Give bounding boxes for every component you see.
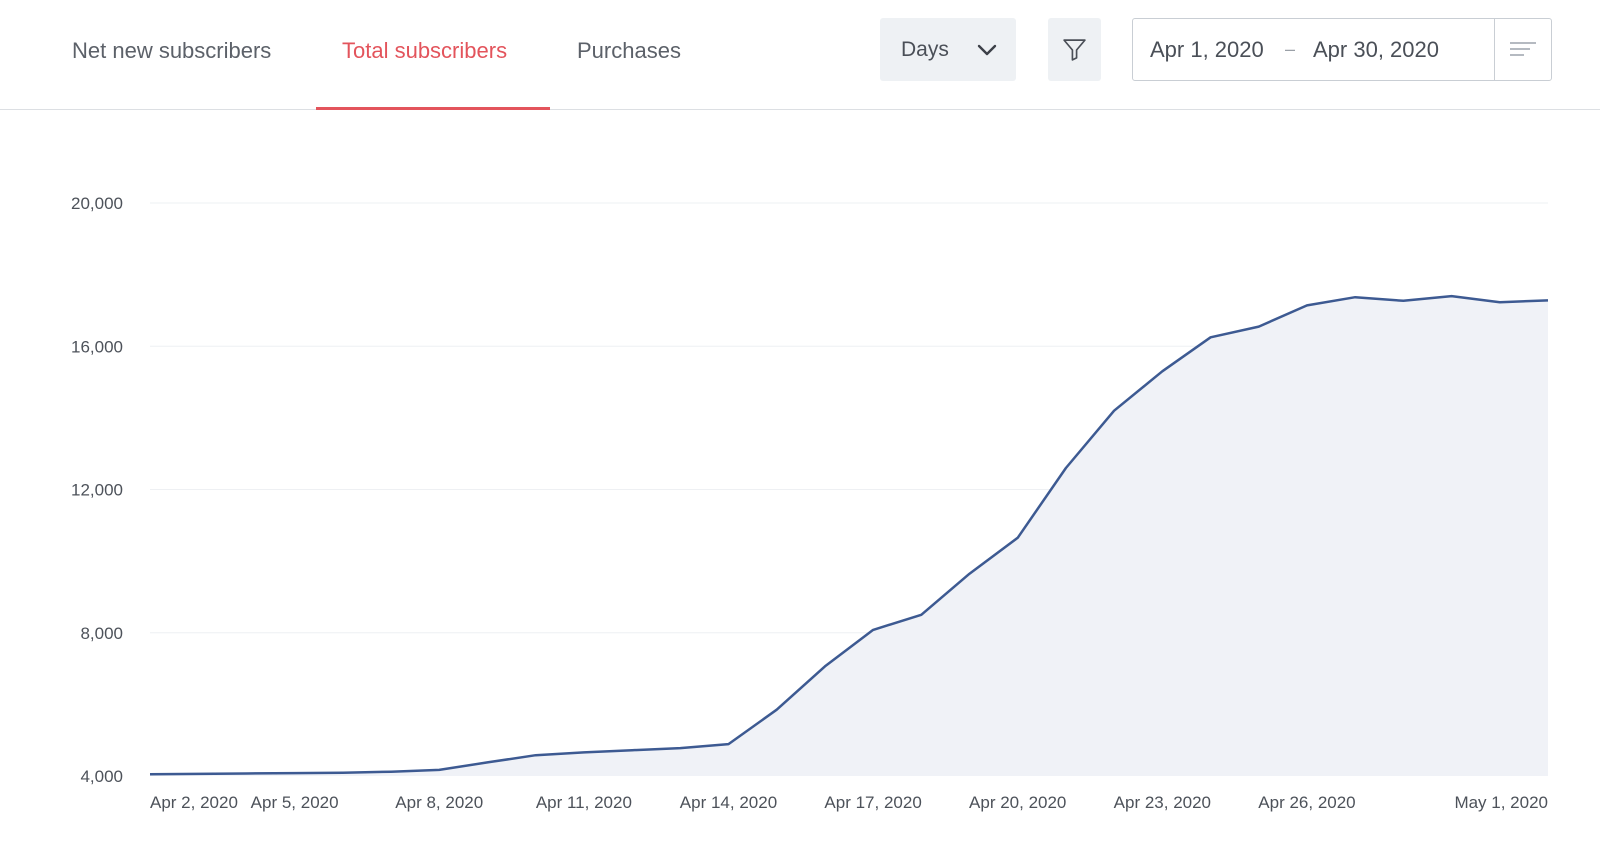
x-tick-label: Apr 2, 2020 (150, 793, 238, 812)
x-tick-label: Apr 23, 2020 (1114, 793, 1211, 812)
x-tick-label: Apr 14, 2020 (680, 793, 777, 812)
total-subscribers-chart: 4,000 8,000 12,000 16,000 20,000 Apr 2, 2020… (71, 194, 1549, 812)
date-range-start[interactable]: Apr 1, 2020 (1150, 37, 1264, 62)
date-range-end[interactable]: Apr 30, 2020 (1313, 37, 1439, 62)
x-tick-label: Apr 26, 2020 (1258, 793, 1355, 812)
sort-lines-icon (1510, 42, 1536, 56)
y-tick-label: 16,000 (71, 337, 123, 356)
date-range-separator: – (1285, 39, 1296, 59)
y-axis-labels: 4,000 8,000 12,000 16,000 20,000 (71, 194, 123, 786)
filter-button[interactable] (1048, 18, 1101, 81)
x-tick-label: Apr 5, 2020 (251, 793, 339, 812)
x-tick-label: Apr 11, 2020 (536, 793, 632, 812)
chevron-down-icon (977, 44, 997, 56)
x-tick-label: Apr 20, 2020 (969, 793, 1066, 812)
filter-icon (1063, 39, 1086, 61)
y-tick-label: 4,000 (80, 767, 123, 786)
x-tick-label: Apr 17, 2020 (824, 793, 921, 812)
granularity-value: Days (901, 38, 949, 61)
x-tick-label: Apr 8, 2020 (395, 793, 483, 812)
x-axis-labels: Apr 2, 2020 Apr 5, 2020 Apr 8, 2020 Apr 11,… (150, 793, 1548, 812)
y-tick-label: 20,000 (71, 194, 123, 213)
x-tick-label: May 1, 2020 (1454, 793, 1548, 812)
granularity-select[interactable]: Days (880, 18, 1016, 81)
subscribers-area (150, 296, 1548, 776)
date-range-picker[interactable]: Apr 1, 2020 – Apr 30, 2020 (1132, 18, 1552, 81)
tab-total-subscribers[interactable]: Total subscribers (342, 38, 508, 63)
tab-purchases[interactable]: Purchases (577, 38, 681, 63)
subscribers-line (149, 294, 1549, 776)
active-tab-indicator (316, 107, 550, 110)
y-tick-label: 12,000 (71, 481, 123, 500)
y-tick-label: 8,000 (80, 624, 123, 643)
top-toolbar: Net new subscribers Total subscribers Pu… (0, 0, 1600, 110)
date-range-menu-button[interactable] (1494, 19, 1551, 80)
tab-net-new-subscribers[interactable]: Net new subscribers (72, 38, 272, 63)
